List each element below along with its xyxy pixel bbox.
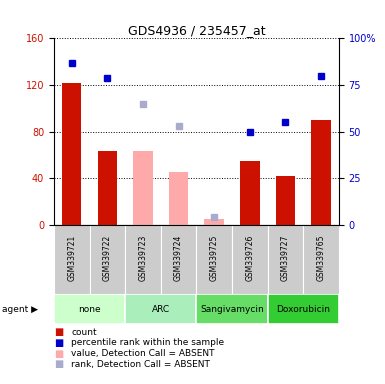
Text: GSM339722: GSM339722 bbox=[103, 235, 112, 281]
Text: ■: ■ bbox=[54, 359, 63, 369]
Text: ■: ■ bbox=[54, 327, 63, 337]
Bar bbox=[204, 219, 224, 225]
Text: ■: ■ bbox=[54, 338, 63, 348]
Text: GSM339727: GSM339727 bbox=[281, 235, 290, 281]
Bar bbox=[268, 294, 339, 324]
Bar bbox=[90, 225, 125, 294]
Text: GSM339723: GSM339723 bbox=[139, 235, 147, 281]
Text: GSM339725: GSM339725 bbox=[210, 235, 219, 281]
Bar bbox=[268, 225, 303, 294]
Bar bbox=[232, 225, 268, 294]
Bar bbox=[196, 294, 268, 324]
Bar bbox=[62, 83, 82, 225]
Text: ■: ■ bbox=[54, 349, 63, 359]
Text: GSM339765: GSM339765 bbox=[316, 235, 325, 281]
Text: Doxorubicin: Doxorubicin bbox=[276, 305, 330, 314]
Bar bbox=[169, 172, 188, 225]
Bar bbox=[125, 225, 161, 294]
Text: count: count bbox=[71, 328, 97, 337]
Bar bbox=[125, 294, 196, 324]
Text: ARC: ARC bbox=[152, 305, 170, 314]
Bar bbox=[303, 225, 339, 294]
Text: GSM339724: GSM339724 bbox=[174, 235, 183, 281]
Bar bbox=[276, 176, 295, 225]
Title: GDS4936 / 235457_at: GDS4936 / 235457_at bbox=[127, 24, 265, 37]
Text: value, Detection Call = ABSENT: value, Detection Call = ABSENT bbox=[71, 349, 215, 358]
Bar bbox=[196, 225, 232, 294]
Bar bbox=[97, 151, 117, 225]
Text: rank, Detection Call = ABSENT: rank, Detection Call = ABSENT bbox=[71, 360, 210, 369]
Text: percentile rank within the sample: percentile rank within the sample bbox=[71, 338, 224, 348]
Bar bbox=[161, 225, 196, 294]
Text: agent ▶: agent ▶ bbox=[2, 305, 38, 314]
Bar bbox=[54, 294, 125, 324]
Text: GSM339726: GSM339726 bbox=[245, 235, 254, 281]
Bar bbox=[311, 120, 331, 225]
Bar bbox=[240, 161, 259, 225]
Bar bbox=[54, 225, 90, 294]
Text: Sangivamycin: Sangivamycin bbox=[200, 305, 264, 314]
Text: none: none bbox=[78, 305, 101, 314]
Text: GSM339721: GSM339721 bbox=[67, 235, 76, 281]
Bar bbox=[133, 151, 153, 225]
